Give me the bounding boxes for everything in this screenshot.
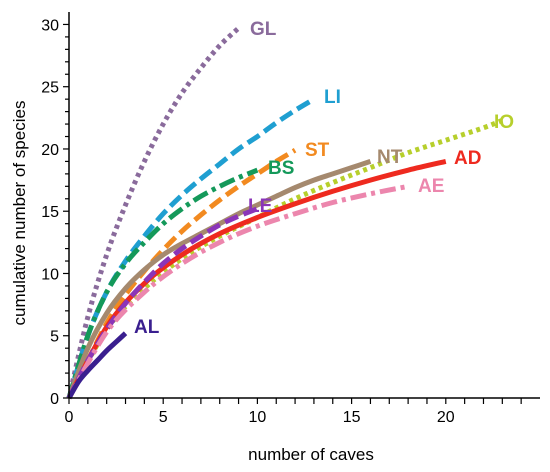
x-tick-label: 0	[65, 409, 74, 426]
series-labels: GL LI ST BS NT IO AD LE AE AL	[134, 19, 514, 338]
y-tick-label: 25	[41, 80, 59, 97]
series-line-nt	[66, 159, 372, 399]
series-layer	[66, 26, 504, 400]
y-tick-label: 5	[50, 329, 59, 346]
series-label-bs: BS	[268, 158, 294, 179]
series-label-li: LI	[324, 87, 341, 108]
series-line-ae	[66, 183, 409, 400]
axes-layer	[68, 12, 540, 399]
x-tick-label: 5	[159, 409, 168, 426]
series-label-le: LE	[248, 196, 272, 217]
series-line-al	[66, 331, 128, 400]
y-tick-label: 10	[41, 266, 59, 283]
series-label-io: IO	[494, 112, 514, 133]
x-tick-label: 10	[249, 409, 267, 426]
y-tick-label: 0	[50, 391, 59, 408]
x-tick-label: 20	[437, 409, 455, 426]
series-line-gl	[66, 26, 241, 399]
series-line-bs	[66, 167, 259, 399]
y-tick-label: 30	[41, 17, 59, 34]
series-label-nt: NT	[377, 147, 403, 168]
series-label-gl: GL	[250, 19, 277, 40]
series-label-st: ST	[305, 140, 330, 161]
y-tick-label: 20	[41, 142, 59, 159]
series-label-ad: AD	[454, 148, 481, 169]
y-axis-title: cumulative number of species	[10, 101, 29, 326]
x-axis-title: number of caves	[248, 445, 374, 464]
series-line-ad	[66, 158, 447, 400]
y-tick-label: 15	[41, 204, 59, 221]
ticks-layer: 0 5 10 15 20 0 5 10 15 20 25 30	[41, 17, 522, 426]
series-label-ae: AE	[418, 176, 444, 197]
x-tick-label: 15	[343, 409, 361, 426]
series-label-al: AL	[134, 317, 160, 338]
